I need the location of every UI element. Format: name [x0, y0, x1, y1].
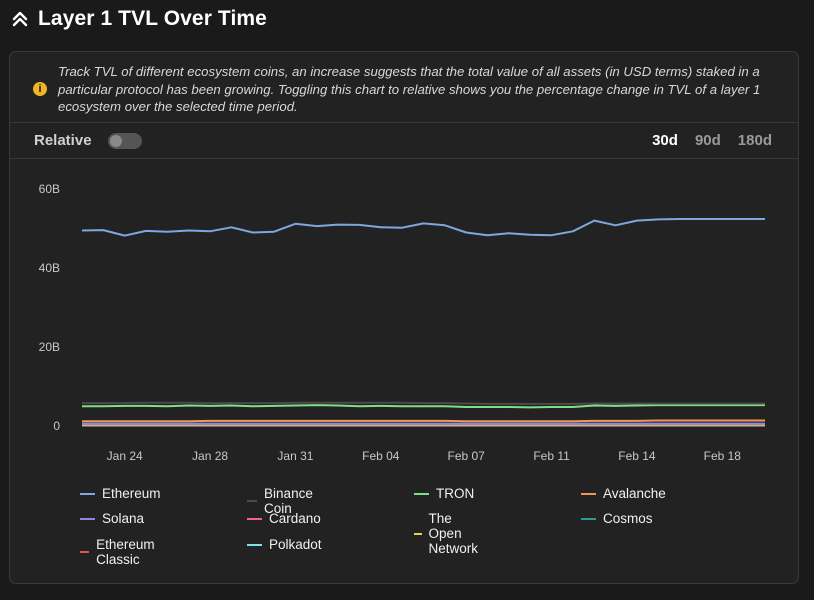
- x-tick-label: Jan 24: [107, 449, 143, 463]
- page-title: Layer 1 TVL Over Time: [38, 7, 267, 30]
- x-tick-label: Jan 31: [277, 449, 313, 463]
- legend-item-ethereum-classic[interactable]: Ethereum Classic: [80, 537, 161, 567]
- legend-swatch: [80, 492, 95, 495]
- legend-swatch: [247, 517, 262, 520]
- legend-item-cosmos[interactable]: Cosmos: [581, 511, 653, 526]
- legend-label: Polkadot: [269, 537, 322, 552]
- legend-swatch: [581, 517, 596, 520]
- legend-item-the-open-network[interactable]: The Open Network: [414, 511, 486, 556]
- legend-item-polkadot[interactable]: Polkadot: [247, 537, 322, 552]
- legend-swatch: [414, 492, 429, 495]
- info-icon: i: [33, 82, 47, 96]
- legend-swatch: [80, 517, 95, 520]
- x-tick-label: Jan 28: [192, 449, 228, 463]
- legend-item-solana[interactable]: Solana: [80, 511, 144, 526]
- series-line-tron[interactable]: [82, 404, 765, 409]
- relative-label: Relative: [34, 132, 92, 149]
- info-text: Track TVL of different ecosystem coins, …: [58, 64, 761, 114]
- series-line-avalanche[interactable]: [82, 419, 765, 423]
- legend-swatch: [80, 551, 90, 553]
- toggle-knob: [110, 135, 122, 147]
- legend-swatch: [247, 500, 258, 502]
- series-line-binance-coin[interactable]: [82, 401, 765, 405]
- info-banner: i Track TVL of different ecosystem coins…: [10, 52, 798, 123]
- legend-label: Cosmos: [603, 511, 653, 526]
- x-tick-label: Feb 11: [533, 449, 570, 463]
- relative-toggle[interactable]: [108, 133, 142, 149]
- chart-controls: Relative 30d 90d 180d: [10, 123, 798, 159]
- legend-label: Ethereum: [102, 486, 161, 501]
- period-selector: 30d 90d 180d: [652, 132, 772, 149]
- legend-label: Ethereum Classic: [96, 537, 155, 567]
- x-tick-label: Feb 07: [448, 449, 486, 463]
- chevrons-up-icon[interactable]: [10, 9, 30, 29]
- y-tick-label: 0: [53, 419, 60, 433]
- legend-item-cardano[interactable]: Cardano: [247, 511, 321, 526]
- section-header[interactable]: Layer 1 TVL Over Time: [10, 4, 267, 34]
- legend-swatch: [414, 532, 422, 535]
- period-180d[interactable]: 180d: [737, 132, 772, 149]
- series-line-ethereum[interactable]: [81, 218, 765, 237]
- legend-item-avalanche[interactable]: Avalanche: [581, 486, 666, 501]
- period-90d[interactable]: 90d: [694, 132, 721, 149]
- legend-swatch: [247, 543, 262, 546]
- y-tick-label: 40B: [39, 261, 60, 275]
- tvl-line-chart: 0 20B 40B 60B Jan 24 Jan 28 Jan 31 Feb 04 Feb 07…: [39, 182, 765, 463]
- x-tick-label: Feb 04: [362, 449, 400, 463]
- legend-item-tron[interactable]: TRON: [414, 486, 474, 501]
- legend-item-binance-coin[interactable]: Binance Coin: [247, 486, 318, 516]
- legend-label: TRON: [436, 486, 475, 501]
- legend-label: Avalanche: [603, 486, 666, 501]
- legend-label: Solana: [102, 511, 145, 526]
- x-tick-label: Feb 18: [704, 449, 742, 463]
- legend-swatch: [581, 492, 596, 495]
- legend-item-ethereum[interactable]: Ethereum: [80, 486, 161, 501]
- period-30d[interactable]: 30d: [652, 132, 678, 149]
- chart-card: i Track TVL of different ecosystem coins…: [9, 51, 799, 584]
- y-tick-label: 20B: [39, 340, 60, 354]
- legend-label: Cardano: [269, 511, 321, 526]
- y-tick-label: 60B: [39, 182, 60, 196]
- legend-label: Binance Coin: [264, 486, 313, 516]
- x-tick-label: Feb 14: [618, 449, 656, 463]
- legend-label: The Open Network: [428, 511, 479, 556]
